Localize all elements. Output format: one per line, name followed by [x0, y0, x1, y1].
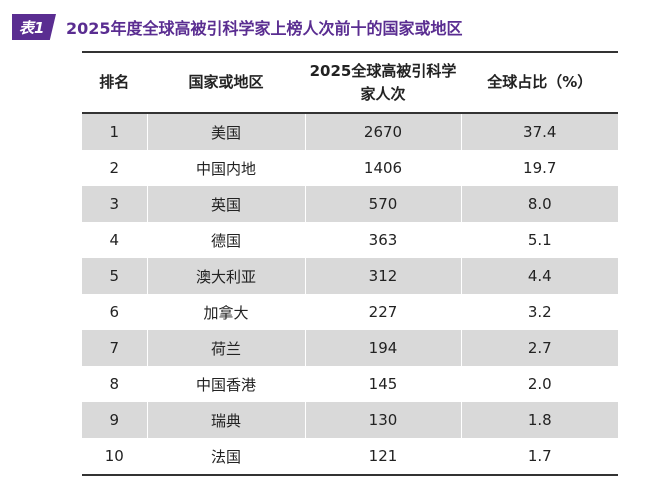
caption-title: 2025年度全球高被引科学家上榜人次前十的国家或地区: [66, 19, 463, 38]
cell-rank: 4: [109, 231, 120, 249]
cell-rank: 5: [82, 258, 147, 294]
cell-rank: 7: [82, 330, 147, 366]
table-row: 10 法国 121 1.7: [82, 438, 618, 476]
table-row: 8 中国香港 145 2.0: [82, 366, 618, 402]
cell-share: 4.4: [460, 258, 618, 294]
ranking-table: 排名 国家或地区 2025全球高被引科学家人次 全球占比（%） 1 美国 267…: [82, 51, 618, 476]
cell-share: 2.7: [460, 330, 618, 366]
cell-share: 1.7: [460, 438, 618, 476]
table-header-row: 排名 国家或地区 2025全球高被引科学家人次 全球占比（%）: [82, 51, 618, 114]
table-row: 7 荷兰 194 2.7: [82, 330, 618, 366]
cell-count: 2670: [304, 113, 461, 150]
header-count: 2025全球高被引科学家人次: [304, 51, 461, 114]
header-country: 国家或地区: [146, 51, 305, 114]
cell-share: 1.8: [460, 402, 618, 438]
cell-share: 3.2: [460, 294, 618, 330]
cell-share: 8.0: [460, 186, 618, 222]
cell-count: 227: [304, 294, 461, 330]
cell-country: 瑞典: [146, 402, 305, 438]
cell-share: 5.1: [460, 222, 618, 258]
cell-count: 121: [304, 438, 461, 476]
cell-rank: 6: [109, 303, 120, 321]
header-share: 全球占比（%）: [460, 51, 618, 114]
cell-count: 145: [304, 366, 461, 402]
table-row: 1 美国 2670 37.4: [82, 113, 618, 150]
table-row: 3 英国 570 8.0: [82, 186, 618, 222]
cell-rank: 3: [82, 186, 147, 222]
table-caption: 表1 2025年度全球高被引科学家上榜人次前十的国家或地区: [12, 14, 463, 40]
cell-share: 2.0: [460, 366, 618, 402]
cell-country: 荷兰: [146, 330, 305, 366]
cell-country: 英国: [146, 186, 305, 222]
cell-country: 法国: [146, 438, 305, 476]
cell-count: 312: [304, 258, 461, 294]
cell-country: 德国: [146, 222, 305, 258]
cell-country: 中国内地: [146, 150, 305, 186]
cell-country: 中国香港: [146, 366, 305, 402]
cell-count: 130: [304, 402, 461, 438]
header-rank: 排名: [82, 51, 147, 114]
cell-rank: 2: [109, 159, 120, 177]
cell-count: 194: [304, 330, 461, 366]
cell-share: 19.7: [460, 150, 618, 186]
cell-rank: 10: [82, 438, 147, 476]
table-row: 2 中国内地 1406 19.7: [82, 150, 618, 186]
table-row: 6 加拿大 227 3.2: [82, 294, 618, 330]
cell-rank: 1: [82, 113, 147, 150]
cell-rank: 8: [109, 375, 120, 393]
cell-share: 37.4: [460, 113, 618, 150]
cell-country: 澳大利亚: [146, 258, 305, 294]
caption-tag-badge: 表1: [12, 14, 56, 40]
cell-rank: 9: [82, 402, 147, 438]
cell-country: 美国: [146, 113, 305, 150]
cell-count: 570: [304, 186, 461, 222]
cell-count: 363: [304, 222, 461, 258]
cell-country: 加拿大: [146, 294, 305, 330]
table-row: 4 德国 363 5.1: [82, 222, 618, 258]
table-row: 5 澳大利亚 312 4.4: [82, 258, 618, 294]
cell-count: 1406: [304, 150, 461, 186]
table-row: 9 瑞典 130 1.8: [82, 402, 618, 438]
